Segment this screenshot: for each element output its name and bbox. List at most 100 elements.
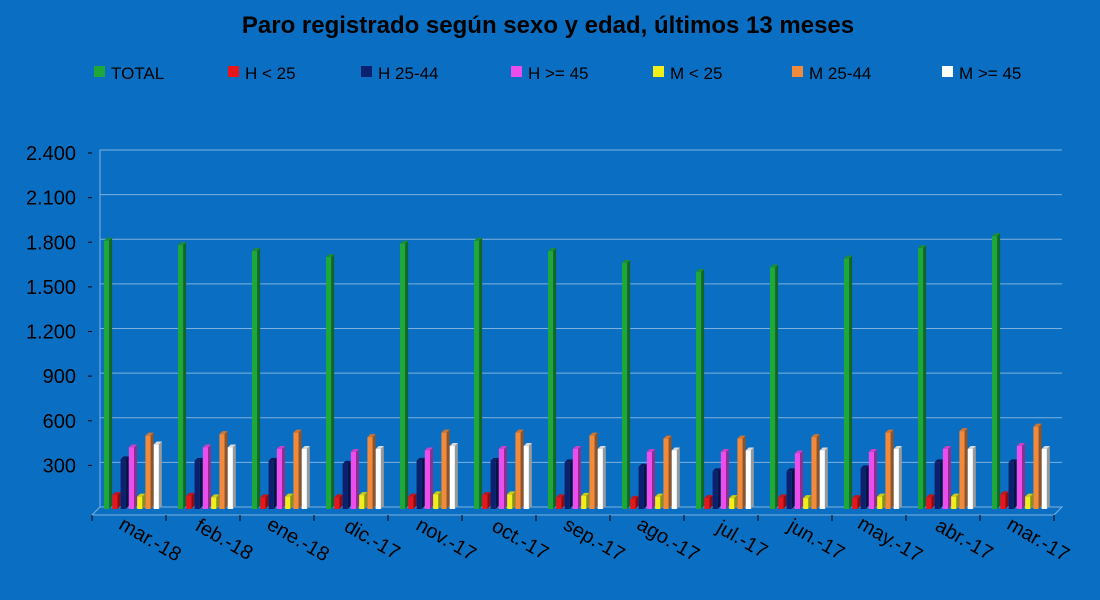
bar bbox=[548, 248, 557, 509]
bar bbox=[877, 493, 886, 509]
legend-label: H < 25 bbox=[245, 64, 296, 83]
bar bbox=[178, 242, 187, 509]
bar bbox=[507, 491, 516, 509]
bar bbox=[729, 495, 738, 509]
bar bbox=[498, 445, 507, 509]
bar bbox=[153, 441, 162, 509]
legend-label: H 25-44 bbox=[378, 64, 438, 83]
bar bbox=[128, 444, 137, 509]
bar bbox=[622, 260, 631, 509]
bar bbox=[137, 493, 146, 509]
y-tick-label: 300 bbox=[43, 455, 76, 477]
x-tick-label: mar.-18 bbox=[115, 513, 185, 566]
bar bbox=[1000, 491, 1009, 509]
bar bbox=[918, 245, 927, 510]
y-tick-label: 1.800 bbox=[26, 232, 76, 254]
legend-swatch bbox=[792, 66, 803, 77]
bar bbox=[482, 492, 491, 509]
bar bbox=[646, 448, 655, 509]
bar bbox=[572, 445, 581, 509]
bar bbox=[712, 468, 721, 509]
bar bbox=[794, 450, 803, 509]
bar bbox=[893, 445, 902, 509]
bar bbox=[934, 459, 943, 509]
bar bbox=[194, 457, 203, 509]
bar bbox=[959, 428, 968, 509]
bar bbox=[515, 429, 524, 509]
bar bbox=[367, 434, 376, 509]
bar bbox=[844, 255, 853, 509]
legend-label: M 25-44 bbox=[809, 64, 871, 83]
legend: TOTAL H < 25 H 25-44 H >= 45 M < 25 M 25-44 M … bbox=[94, 64, 1021, 83]
bar bbox=[926, 494, 935, 509]
y-tick-label: 600 bbox=[43, 411, 76, 433]
legend-swatch bbox=[94, 66, 105, 77]
bar bbox=[581, 492, 590, 509]
bar bbox=[638, 463, 647, 509]
bar bbox=[885, 429, 894, 509]
legend-label: H >= 45 bbox=[528, 64, 589, 83]
bar bbox=[112, 492, 121, 509]
bar bbox=[737, 435, 746, 509]
x-tick-label: oct.-17 bbox=[488, 515, 552, 565]
bar bbox=[408, 493, 417, 509]
bar bbox=[597, 445, 606, 509]
bar bbox=[474, 237, 483, 510]
bar bbox=[186, 492, 195, 509]
bar bbox=[1025, 493, 1034, 509]
y-axis: 2.400 2.100 1.800 1.500 1.200 900 600 300 bbox=[26, 143, 92, 477]
x-tick-label: feb.-18 bbox=[192, 515, 257, 565]
bar bbox=[276, 445, 285, 509]
bar bbox=[778, 494, 787, 509]
legend-swatch bbox=[361, 66, 372, 77]
bar bbox=[400, 240, 409, 509]
bar bbox=[770, 264, 779, 509]
bar bbox=[630, 495, 639, 509]
bar bbox=[852, 495, 861, 509]
bar bbox=[326, 254, 335, 509]
x-tick-label: ago.-17 bbox=[633, 513, 703, 566]
bar bbox=[490, 457, 499, 509]
legend-label: M < 25 bbox=[670, 64, 722, 83]
x-tick-label: nov.-17 bbox=[412, 514, 479, 566]
x-tick-label: abr.-17 bbox=[932, 515, 997, 565]
bar bbox=[564, 459, 573, 509]
bar bbox=[860, 465, 869, 509]
bar bbox=[811, 434, 820, 509]
bar bbox=[227, 444, 236, 509]
y-tick-label: 1.500 bbox=[26, 277, 76, 299]
bar bbox=[252, 248, 261, 509]
bar bbox=[350, 448, 359, 509]
y-tick-label: 2.100 bbox=[26, 188, 76, 210]
bars bbox=[104, 233, 1050, 510]
bar bbox=[268, 457, 277, 509]
x-tick-label: dic.-17 bbox=[341, 515, 404, 564]
bar bbox=[589, 432, 598, 509]
bar bbox=[219, 431, 228, 509]
bar bbox=[424, 447, 433, 509]
bar bbox=[285, 493, 294, 509]
bar bbox=[967, 445, 976, 509]
x-tick-label: jul.-17 bbox=[712, 516, 771, 563]
bar bbox=[745, 447, 754, 509]
bar bbox=[720, 448, 729, 509]
bar bbox=[992, 233, 1001, 509]
bar bbox=[449, 443, 458, 509]
bar bbox=[1016, 443, 1025, 509]
legend-swatch bbox=[653, 66, 664, 77]
bar bbox=[819, 447, 828, 509]
bar bbox=[441, 429, 450, 509]
bar bbox=[868, 448, 877, 509]
plot-area bbox=[90, 149, 1064, 516]
chart-title: Paro registrado según sexo y edad, últim… bbox=[242, 12, 854, 39]
y-tick-label: 900 bbox=[43, 366, 76, 388]
bar bbox=[145, 432, 154, 509]
bar bbox=[202, 444, 211, 509]
x-tick-label: may.-17 bbox=[854, 513, 926, 567]
bar bbox=[301, 445, 310, 509]
bar bbox=[375, 445, 384, 509]
bar bbox=[671, 447, 680, 509]
x-tick-label: mar.-17 bbox=[1003, 513, 1073, 566]
